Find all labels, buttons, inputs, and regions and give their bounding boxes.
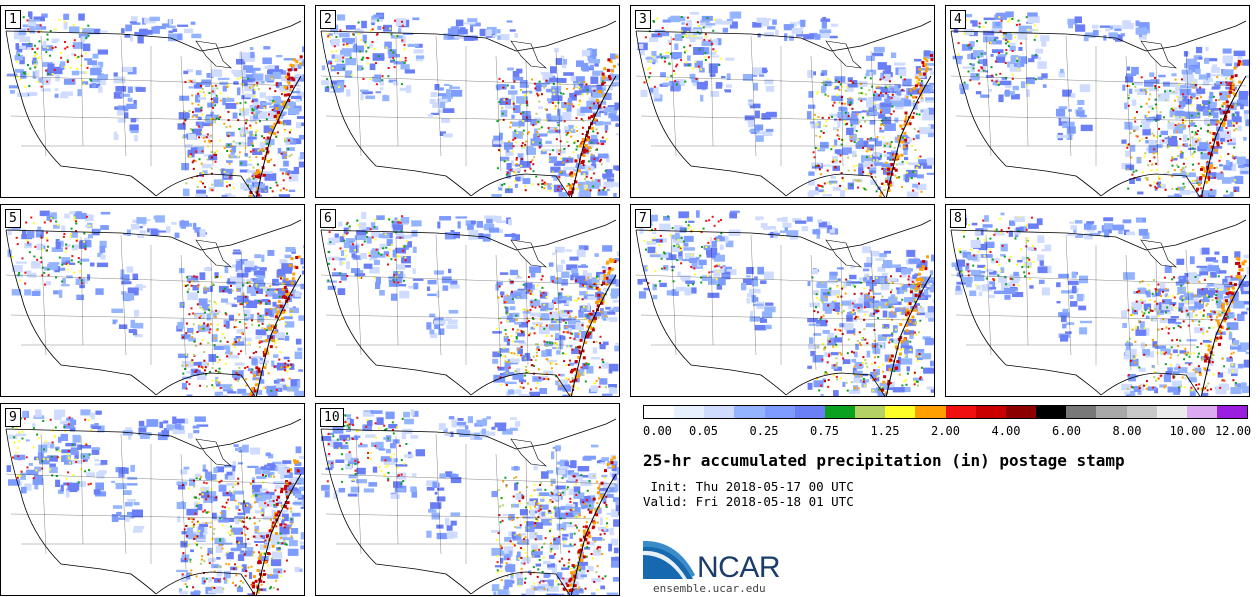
- colorbar-segment: [975, 406, 1006, 418]
- postage-stamp-map-4: 4: [945, 5, 1250, 198]
- colorbar-segment: [824, 406, 856, 418]
- ncar-logo-icon: [643, 541, 695, 579]
- member-label: 7: [635, 209, 651, 228]
- member-label: 4: [950, 10, 966, 29]
- member-label: 10: [320, 408, 344, 427]
- postage-stamp-map-9: 9: [0, 403, 305, 596]
- colorbar-tick-label: 0.75: [810, 424, 839, 438]
- colorbar-segment: [855, 406, 886, 418]
- colorbar-tick-label: 0.05: [689, 424, 718, 438]
- colorbar-segment: [1005, 406, 1037, 418]
- member-label: 3: [635, 10, 651, 29]
- colorbar-tick-labels: 0.00 0.05 0.25 0.75 1.25 2.00 4.00 6.00 8.00 10.0…: [643, 424, 1252, 440]
- colorbar-segment: [764, 406, 795, 418]
- colorbar-tick-label: 12.00: [1214, 424, 1252, 438]
- colorbar-segment: [674, 406, 705, 418]
- colorbar-segment: [1156, 406, 1187, 418]
- website-url: ensemble.ucar.edu: [653, 582, 766, 595]
- colorbar-tick-label: 6.00: [1052, 424, 1081, 438]
- member-label: 8: [950, 209, 966, 228]
- colorbar-segment: [794, 406, 825, 418]
- colorbar-tick-label: 1.25: [870, 424, 900, 438]
- colorbar-segment: [945, 406, 976, 418]
- postage-stamp-map-3: 3: [630, 5, 935, 198]
- postage-stamp-map-5: 5: [0, 204, 305, 397]
- colorbar-tick-label: 2.00: [931, 424, 960, 438]
- member-label: 9: [5, 408, 21, 427]
- member-label: 5: [5, 209, 21, 228]
- colorbar-segment: [734, 406, 765, 418]
- member-label: 2: [320, 10, 336, 29]
- colorbar-tick-label: 8.00: [1112, 424, 1142, 438]
- colorbar-segment: [1036, 406, 1067, 418]
- colorbar-tick-label: 0.25: [749, 424, 779, 438]
- colorbar-segment: [1216, 406, 1248, 418]
- member-label: 1: [5, 10, 21, 29]
- colorbar-tick-label: 0.00: [643, 424, 672, 438]
- colorbar-tick-label: 10.00: [1169, 424, 1206, 438]
- postage-stamp-map-2: 2: [315, 5, 620, 198]
- postage-stamp-map-10: 10: [315, 403, 620, 596]
- precip-colorbar: [643, 405, 1248, 419]
- colorbar-segment: [885, 406, 916, 418]
- colorbar-segment: [1096, 406, 1127, 418]
- plot-title: 25-hr accumulated precipitation (in) pos…: [643, 451, 1125, 470]
- colorbar-segment: [704, 406, 735, 418]
- valid-time: Valid: Fri 2018-05-18 01 UTC: [643, 494, 854, 509]
- postage-stamp-map-1: 1: [0, 5, 305, 198]
- time-info: Init: Thu 2018-05-17 00 UTC Valid: Fri 2…: [643, 479, 854, 509]
- colorbar-segment: [1126, 406, 1157, 418]
- colorbar-segment: [644, 406, 675, 418]
- member-label: 6: [320, 209, 336, 228]
- colorbar-segment: [1066, 406, 1097, 418]
- postage-stamp-map-7: 7: [630, 204, 935, 397]
- init-time: Init: Thu 2018-05-17 00 UTC: [643, 479, 854, 494]
- postage-stamp-map-6: 6: [315, 204, 620, 397]
- colorbar-segment: [1186, 406, 1217, 418]
- ncar-logo-text: NCAR: [697, 551, 781, 584]
- colorbar-segment: [915, 406, 946, 418]
- postage-stamp-map-8: 8: [945, 204, 1250, 397]
- colorbar-tick-label: 4.00: [991, 424, 1021, 438]
